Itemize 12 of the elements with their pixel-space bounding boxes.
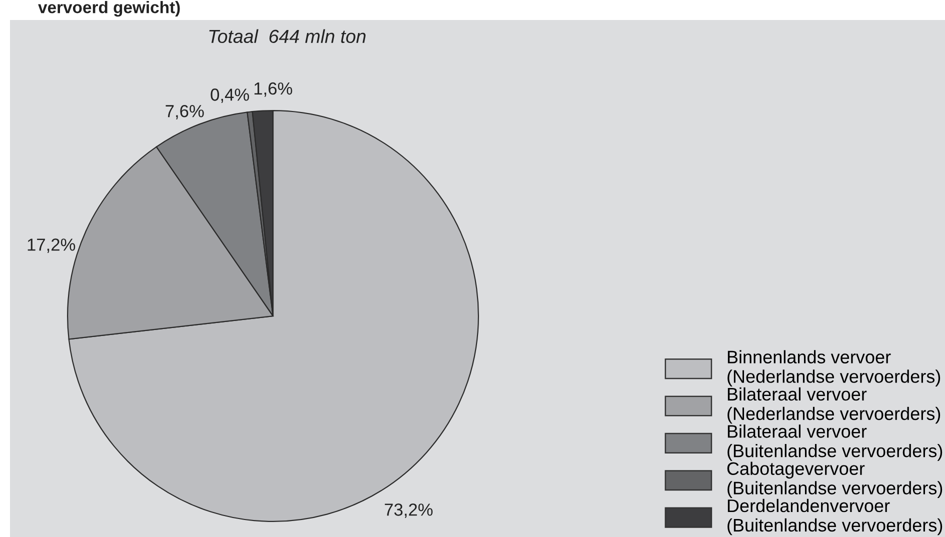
legend-label: Cabotagevervoer (Buitenlandse vervoerders) <box>727 462 942 498</box>
data-label: 17,2% <box>28 238 76 253</box>
text: Totaal 644 mln ton <box>209 29 366 44</box>
chart-title: vervoerd gewicht) <box>38 1 180 17</box>
legend-label: Binnenlands vervoer (Nederlandse vervoerders) <box>728 350 940 386</box>
legend-label: Derdelandenvervoer (Buitenlandse vervoerders) <box>728 498 942 536</box>
legend-label: Bilateraal vervoer (Nederlandse vervoerders) <box>728 387 940 424</box>
data-label: 73,2% <box>384 504 433 518</box>
data-label: 7,6% <box>166 104 204 120</box>
legend-label: Bilateraal vervoer (Buitenlandse vervoerders) <box>728 424 942 461</box>
data-label: 1,6% <box>254 82 292 97</box>
data-label: 0,4% <box>210 88 250 103</box>
